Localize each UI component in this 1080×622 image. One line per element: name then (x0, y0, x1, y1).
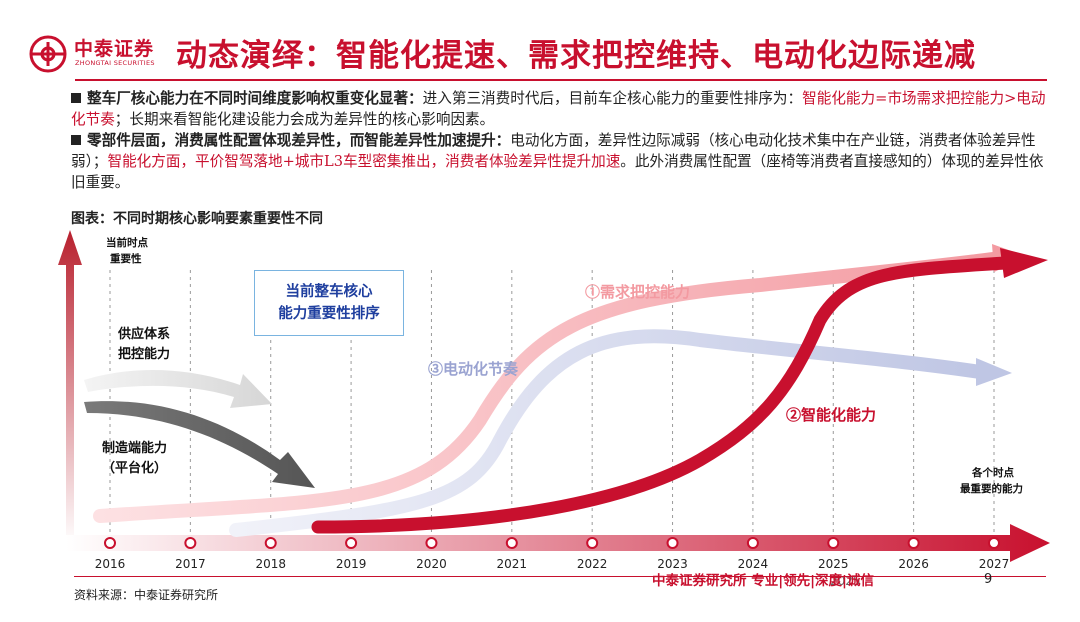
callout-line-2: 能力重要性排序 (278, 305, 380, 322)
year-marker-2016 (104, 537, 116, 549)
x-tick-label-2024: 2024 (738, 557, 769, 571)
bullet-1-tail: ；长期来看智能化建设能力会成为差异性的核心影响因素。 (114, 111, 495, 128)
series-intelligence-line (311, 256, 1012, 534)
series-label-electrification: ③电动化节奏 (428, 360, 519, 378)
year-marker-2025 (827, 537, 840, 549)
bullet-2-tail: 。此外消费属性配置（座椅等消费者直接感知的）体现的差异性依旧重要。 (71, 153, 1044, 191)
company-logo: 中泰证券 ZHONGTAI SECURITIES (28, 32, 178, 76)
year-marker-2019 (345, 537, 358, 549)
year-marker-2020 (425, 537, 438, 549)
bullet-square-icon (71, 93, 81, 103)
annotation-supply-line2: 把控能力 (118, 346, 170, 362)
year-marker-2023 (666, 537, 679, 549)
series-label-demand-control: ①需求把控能力 (585, 283, 690, 301)
zhongtai-logo-icon (29, 35, 67, 73)
annotation-manufacturing-line2: （平台化） (102, 460, 167, 476)
x-tick-label-2017: 2017 (175, 557, 206, 571)
bullet-2-heading: 零部件层面，消费属性配置体现差异性，而智能差异性加速提升： (87, 132, 511, 149)
bullet-1-highlight: 智能化能力=市场需求把控能力>电动化节奏 (71, 90, 1046, 128)
annotation-supply-line1: 供应体系 (117, 326, 170, 342)
bullet-1: 整车厂核心能力在不同时间维度影响权重变化显著：进入第三消费时代后，目前车企核心能… (71, 88, 1046, 130)
year-marker-2021 (505, 537, 518, 549)
x-axis-label-line1: 各个时点 (971, 466, 1014, 479)
year-marker-2024 (746, 537, 759, 549)
figure-title: 图表：不同时期核心影响要素重要性不同 (71, 211, 323, 227)
watermark-year: 2025 (830, 574, 861, 588)
year-markers: 2016 2017 2018 2019 2020 2021 2022 2023 2024 2025… (95, 537, 1010, 571)
current-ranking-callout: 当前整车核心 能力重要性排序 (254, 270, 404, 336)
bullet-square-icon (71, 135, 81, 145)
y-axis-label-line1: 当前时点 (106, 236, 148, 249)
series-label-intelligence: ②智能化能力 (786, 406, 876, 424)
x-tick-label-2025: 2025 (818, 557, 849, 571)
x-tick-label-2018: 2018 (255, 557, 286, 571)
x-axis-label-line2: 最重要的能力 (960, 482, 1023, 495)
y-axis-label-line2: 重要性 (110, 252, 142, 265)
header-divider (75, 79, 1047, 81)
x-axis-arrow (66, 524, 1050, 562)
x-tick-label-2022: 2022 (577, 557, 608, 571)
supply-control-arrow (84, 370, 272, 408)
callout-line-1: 当前整车核心 (285, 283, 373, 300)
x-tick-label-2026: 2026 (898, 557, 929, 571)
bullet-2-highlight: 智能化方面，平价智驾落地+城市L3车型密集推出，消费者体验差异性提升加速 (107, 153, 621, 170)
bullet-1-text: 进入第三消费时代后，目前车企核心能力的重要性排序为： (422, 90, 803, 107)
page-number: 9 (984, 572, 993, 587)
bullet-2-text: 电动化方面，差异性边际减弱（核心电动化技术集中在产业链，消费者体验差异性弱）； (71, 132, 1036, 170)
x-tick-label-2023: 2023 (657, 557, 688, 571)
x-tick-label-2021: 2021 (497, 557, 528, 571)
x-tick-label-2027: 2027 (979, 557, 1010, 571)
year-marker-2017 (184, 537, 197, 549)
x-tick-label-2020: 2020 (416, 557, 447, 571)
bullet-2: 零部件层面，消费属性配置体现差异性，而智能差异性加速提升：电动化方面，差异性边际… (71, 130, 1046, 193)
series-electrification-line (229, 329, 987, 537)
series-intelligence-arrowhead (1000, 248, 1048, 278)
footer-divider (74, 576, 1046, 577)
logo-chinese-text: 中泰证券 (74, 38, 155, 60)
page-title: 动态演绎：智能化提速、需求把控维持、电动化边际递减 (176, 38, 976, 74)
bullet-section: 整车厂核心能力在不同时间维度影响权重变化显著：进入第三消费时代后，目前车企核心能… (71, 88, 1046, 193)
logo-english-text: ZHONGTAI SECURITIES (75, 59, 155, 67)
x-tick-label-2019: 2019 (336, 557, 367, 571)
footer-brand: 中泰证券研究所 专业|领先|深度|诚信 (652, 573, 874, 589)
series-electrification-arrowhead (976, 358, 1012, 386)
year-marker-2022 (586, 537, 599, 549)
year-marker-2026 (907, 537, 920, 549)
manufacturing-arrow (84, 401, 315, 488)
bullet-1-heading: 整车厂核心能力在不同时间维度影响权重变化显著： (87, 90, 423, 107)
x-tick-label-2016: 2016 (95, 557, 126, 571)
year-marker-2018 (264, 537, 277, 549)
y-axis-arrow (58, 230, 82, 545)
annotation-manufacturing-line1: 制造端能力 (102, 440, 167, 456)
source-note: 资料来源：中泰证券研究所 (74, 588, 219, 602)
year-marker-2027 (988, 537, 1000, 549)
